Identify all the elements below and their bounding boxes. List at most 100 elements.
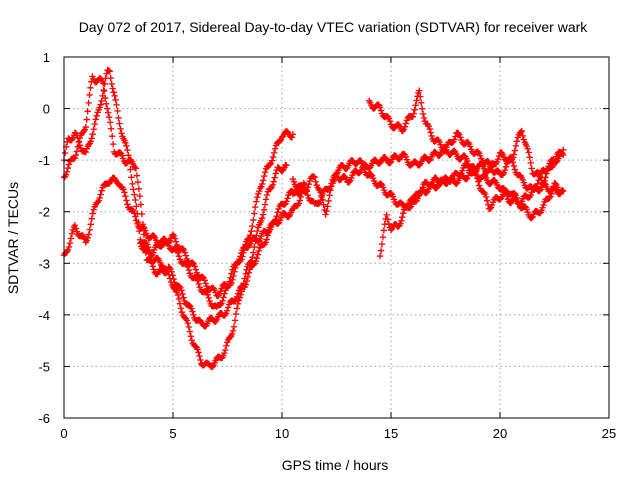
data-point bbox=[228, 330, 236, 338]
data-point bbox=[428, 132, 435, 140]
data-point bbox=[323, 207, 330, 215]
data-point bbox=[115, 114, 122, 122]
data-point bbox=[269, 181, 276, 189]
data-point bbox=[133, 172, 141, 179]
data-point bbox=[106, 119, 114, 126]
data-point bbox=[186, 328, 194, 335]
x-axis-label: GPS time / hours bbox=[282, 457, 389, 473]
data-point bbox=[87, 84, 94, 91]
y-tick-label: -5 bbox=[38, 359, 50, 374]
y-tick-label: -6 bbox=[38, 411, 50, 426]
data-point bbox=[84, 108, 91, 115]
data-point bbox=[91, 120, 98, 128]
data-point bbox=[320, 201, 327, 208]
data-point bbox=[167, 278, 175, 286]
data-point bbox=[146, 250, 153, 258]
data-point bbox=[132, 213, 139, 220]
data-point bbox=[135, 185, 143, 193]
data-point bbox=[425, 123, 432, 130]
data-point bbox=[220, 294, 227, 301]
data-point bbox=[257, 184, 264, 192]
data-point bbox=[501, 166, 509, 174]
data-point bbox=[174, 291, 182, 299]
data-point bbox=[302, 187, 309, 195]
data-point bbox=[419, 184, 426, 191]
data-point bbox=[418, 187, 425, 194]
data-point bbox=[262, 239, 269, 246]
data-point bbox=[409, 113, 416, 120]
data-point bbox=[87, 221, 94, 228]
data-point bbox=[423, 189, 430, 196]
data-point bbox=[227, 274, 234, 281]
data-point bbox=[65, 243, 73, 251]
data-point bbox=[413, 97, 420, 104]
data-point bbox=[249, 254, 256, 261]
data-point bbox=[263, 191, 271, 199]
data-point bbox=[222, 346, 229, 354]
data-point bbox=[451, 136, 458, 143]
data-point bbox=[518, 127, 525, 135]
data-point bbox=[418, 105, 426, 112]
data-point bbox=[130, 186, 137, 193]
data-point bbox=[120, 186, 127, 193]
data-point bbox=[241, 275, 248, 282]
data-point bbox=[201, 277, 208, 284]
data-point bbox=[315, 200, 322, 207]
data-point bbox=[226, 278, 233, 285]
data-point bbox=[441, 147, 448, 155]
data-point bbox=[233, 293, 241, 301]
data-point bbox=[401, 123, 409, 130]
data-point bbox=[317, 189, 324, 196]
data-point bbox=[467, 143, 474, 150]
data-point bbox=[192, 266, 199, 273]
data-point bbox=[92, 116, 99, 123]
series-4 bbox=[289, 144, 567, 208]
data-point bbox=[228, 270, 235, 277]
data-point bbox=[243, 266, 250, 273]
data-point bbox=[122, 139, 129, 146]
data-point bbox=[482, 193, 490, 201]
data-point bbox=[540, 180, 547, 187]
data-point bbox=[232, 310, 240, 318]
data-point bbox=[526, 154, 533, 161]
data-point bbox=[175, 295, 183, 303]
data-point bbox=[199, 273, 206, 281]
data-point bbox=[533, 183, 540, 190]
data-point bbox=[333, 170, 340, 177]
data-point bbox=[124, 146, 131, 154]
x-tick-label: 10 bbox=[275, 426, 289, 441]
data-point bbox=[379, 184, 387, 191]
data-point bbox=[322, 211, 329, 218]
data-point bbox=[104, 105, 111, 112]
data-point bbox=[419, 110, 427, 118]
data-point bbox=[486, 205, 494, 212]
series-6 bbox=[366, 87, 567, 187]
x-tick-label: 0 bbox=[60, 426, 67, 441]
data-point bbox=[269, 153, 277, 161]
data-point bbox=[379, 234, 387, 241]
data-point bbox=[459, 167, 466, 174]
data-point bbox=[268, 157, 276, 164]
data-point bbox=[116, 120, 123, 127]
data-point bbox=[315, 185, 322, 193]
data-point bbox=[509, 154, 517, 161]
data-point bbox=[82, 148, 89, 156]
data-point bbox=[261, 168, 269, 176]
data-point bbox=[128, 174, 135, 181]
data-point bbox=[270, 178, 277, 185]
data-point bbox=[176, 300, 184, 307]
data-point bbox=[483, 197, 491, 204]
data-point bbox=[453, 180, 460, 188]
data-point bbox=[86, 91, 93, 99]
data-point bbox=[75, 138, 83, 146]
series-0 bbox=[60, 66, 297, 310]
y-tick-label: 0 bbox=[43, 102, 50, 117]
data-point bbox=[248, 227, 255, 235]
data-point bbox=[66, 239, 74, 247]
data-point bbox=[256, 187, 263, 195]
data-point bbox=[457, 134, 464, 141]
data-point bbox=[254, 251, 262, 258]
data-point bbox=[443, 143, 450, 151]
data-point bbox=[118, 130, 125, 137]
x-tick-label: 25 bbox=[602, 426, 616, 441]
